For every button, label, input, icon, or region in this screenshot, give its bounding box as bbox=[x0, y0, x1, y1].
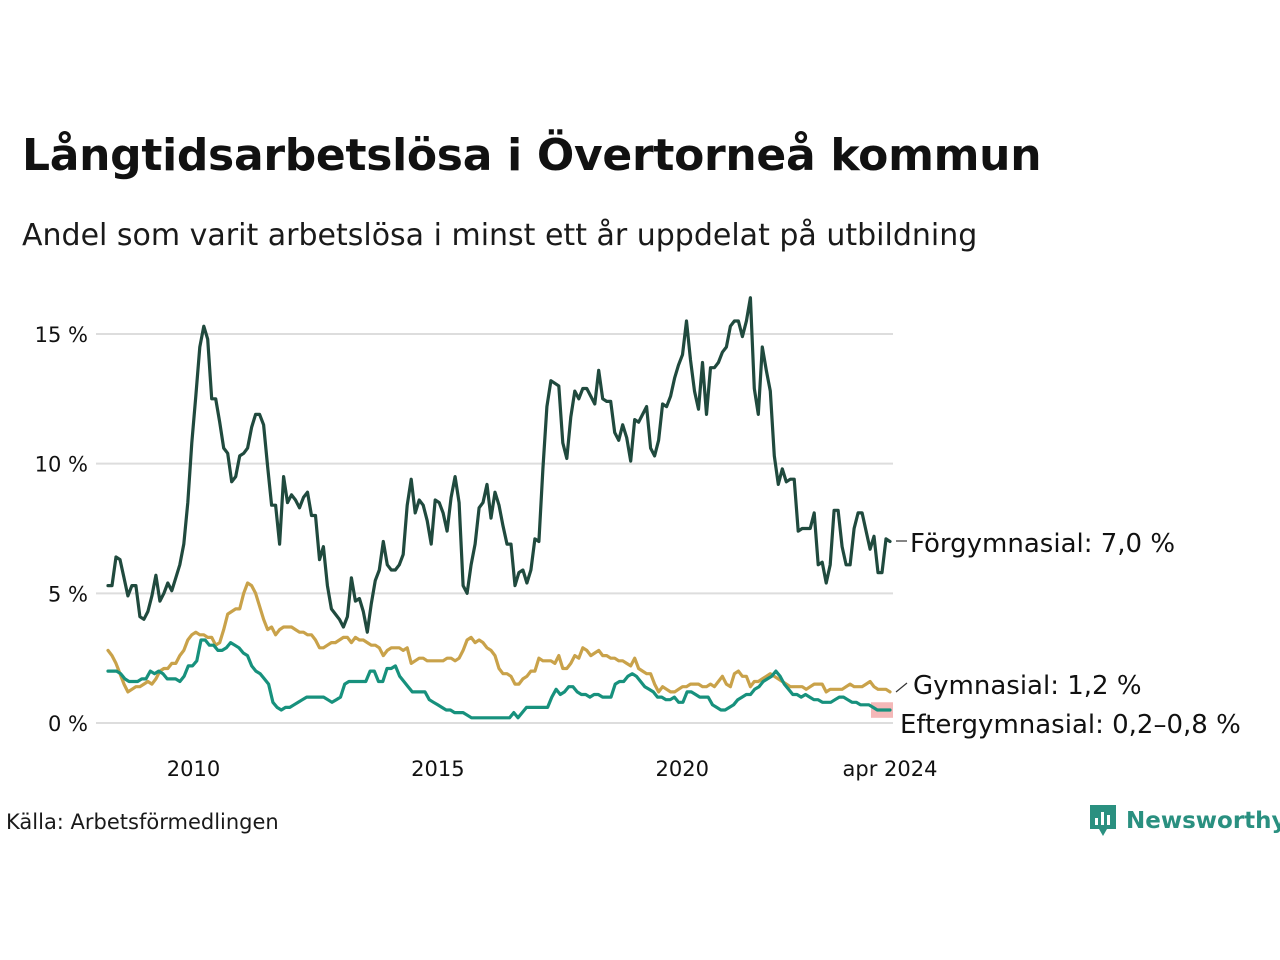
x-tick-label: 2015 bbox=[411, 757, 464, 781]
y-tick-label: 10 % bbox=[35, 453, 88, 477]
y-tick-label: 0 % bbox=[48, 712, 88, 736]
series-end-labels: Förgymnasial: 7,0 % Gymnasial: 1,2 % Efter… bbox=[895, 529, 1241, 740]
end-label-eftergymnasial: Eftergymnasial: 0,2–0,8 % bbox=[900, 710, 1241, 740]
brand-name: Newsworthy bbox=[1126, 808, 1280, 834]
y-tick-label: 15 % bbox=[35, 323, 88, 347]
end-label-leader bbox=[895, 682, 908, 693]
x-tick-label: 2010 bbox=[167, 757, 220, 781]
y-tick-label: 5 % bbox=[48, 582, 88, 606]
end-label-förgymnasial: Förgymnasial: 7,0 % bbox=[910, 529, 1175, 559]
x-axis-ticks: 2010 2015 2020 apr 2024 bbox=[167, 757, 938, 781]
x-tick-label: apr 2024 bbox=[843, 757, 938, 781]
chart-title: Långtidsarbetslösa i Övertorneå kommun bbox=[22, 130, 1042, 181]
source-note: Källa: Arbetsförmedlingen bbox=[6, 810, 279, 834]
series-line-gymnasial bbox=[106, 581, 892, 694]
gridlines bbox=[96, 333, 893, 724]
series-line-eftergymnasial bbox=[106, 638, 892, 720]
chart-subtitle: Andel som varit arbetslösa i minst ett å… bbox=[22, 218, 978, 253]
y-axis-ticks: 0 % 5 % 10 % 15 % bbox=[35, 323, 88, 736]
newsworthy-logo-icon bbox=[1090, 805, 1116, 836]
series-lines bbox=[106, 296, 892, 720]
series-line-förgymnasial bbox=[106, 296, 892, 634]
x-tick-label: 2020 bbox=[656, 757, 709, 781]
brand-logo[interactable]: Newsworthy bbox=[1088, 803, 1280, 839]
end-label-gymnasial: Gymnasial: 1,2 % bbox=[913, 671, 1142, 701]
